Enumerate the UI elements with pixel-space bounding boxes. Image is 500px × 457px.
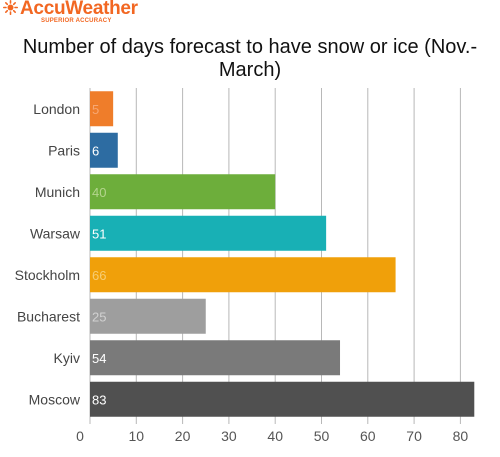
x-tick-label: 60 (360, 428, 376, 444)
y-axis: London Paris Munich Warsaw Stockholm Buchares… (15, 101, 81, 408)
data-label: 25 (92, 309, 106, 324)
category-label: Paris (48, 142, 80, 158)
category-label: Munich (35, 184, 80, 200)
x-tick-label: 0 (76, 428, 84, 444)
category-label: Stockholm (15, 267, 80, 283)
data-label: 83 (92, 392, 106, 407)
brand-tagline: SUPERIOR ACCURACY (41, 18, 112, 24)
x-tick-label: 70 (406, 428, 422, 444)
gridlines (89, 88, 461, 424)
x-tick-label: 40 (267, 428, 283, 444)
x-tick-label: 20 (175, 428, 191, 444)
bars: 5 6 40 51 66 25 54 83 (90, 91, 475, 417)
bar-london (90, 91, 114, 127)
data-label: 40 (92, 185, 106, 200)
category-label: Moscow (29, 391, 81, 407)
accuweather-logo: AccuWeather SUPERIOR ACCURACY (3, 0, 173, 28)
bar-moscow (90, 381, 475, 417)
bar-bucharest (90, 298, 206, 334)
data-label: 5 (92, 102, 99, 117)
data-label: 66 (92, 268, 106, 283)
data-label: 51 (92, 226, 106, 241)
x-tick-label: 10 (129, 428, 145, 444)
bar-kyiv (90, 340, 341, 376)
data-label: 6 (92, 143, 99, 158)
x-tick-label: 80 (453, 428, 469, 444)
x-axis: 0 10 20 30 40 50 60 70 80 (76, 428, 468, 444)
x-tick-label: 50 (314, 428, 330, 444)
category-label: London (33, 101, 80, 117)
brand-name: AccuWeather (20, 0, 138, 19)
bar-munich (90, 174, 276, 210)
bar-paris (90, 132, 118, 168)
x-tick-label: 30 (221, 428, 237, 444)
category-label: Bucharest (17, 308, 80, 324)
category-label: Kyiv (54, 350, 80, 366)
sun-icon (3, 0, 18, 15)
category-label: Warsaw (30, 225, 81, 241)
bar-warsaw (90, 215, 327, 251)
chart-title: Number of days forecast to have snow or … (22, 36, 478, 81)
data-label: 54 (92, 351, 106, 366)
bar-stockholm (90, 257, 396, 293)
